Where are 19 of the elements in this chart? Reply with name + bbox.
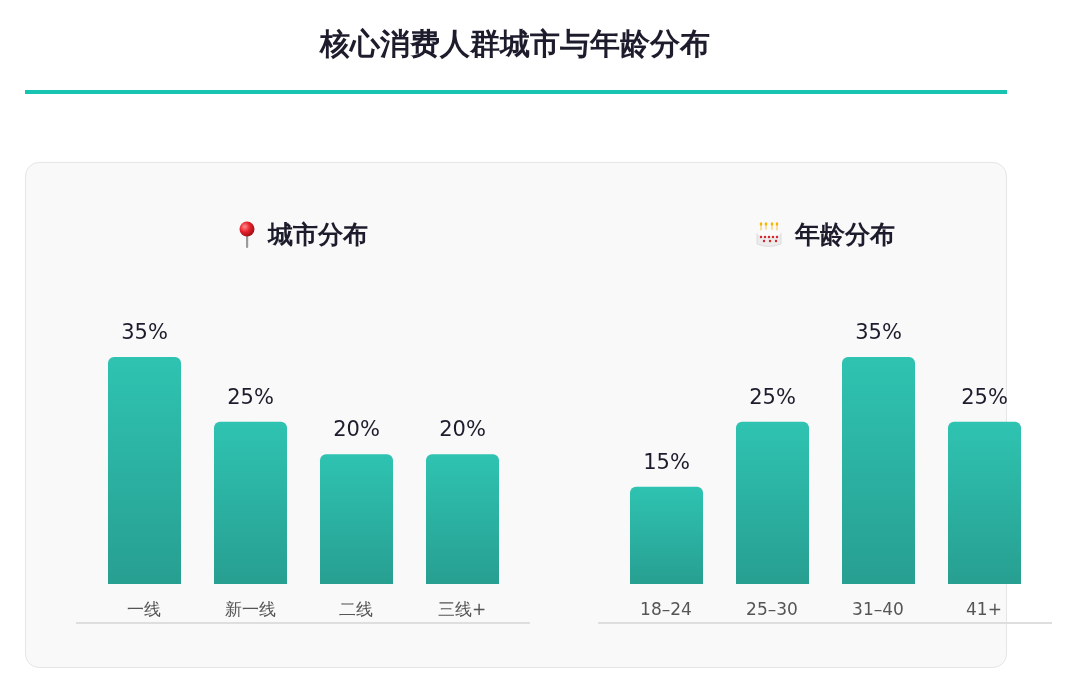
- x-tick-label: 41+: [965, 599, 1002, 619]
- data-label: 35%: [120, 320, 168, 344]
- chart-title: 年龄分布: [794, 219, 895, 251]
- chart-title: 城市分布: [267, 219, 368, 251]
- x-tick-label: 二线: [338, 599, 373, 619]
- data-label: 35%: [854, 320, 902, 344]
- data-label: 20%: [332, 417, 380, 442]
- data-label: 15%: [642, 449, 690, 474]
- x-tick-label: 三线+: [437, 599, 486, 619]
- data-label: 25%: [226, 384, 274, 409]
- x-tick-label: 25–30: [745, 599, 798, 619]
- x-tick-label: 18–24: [639, 599, 692, 619]
- data-label: 20%: [438, 417, 486, 442]
- text: 核心消费人群城市与年龄分布: [320, 26, 710, 61]
- x-tick-label: 一线: [126, 599, 161, 619]
- data-label: 25%: [960, 384, 1008, 409]
- x-tick-label: 新一线: [224, 599, 275, 619]
- x-tick-label: 31–40: [851, 599, 904, 619]
- data-label: 25%: [748, 384, 796, 409]
